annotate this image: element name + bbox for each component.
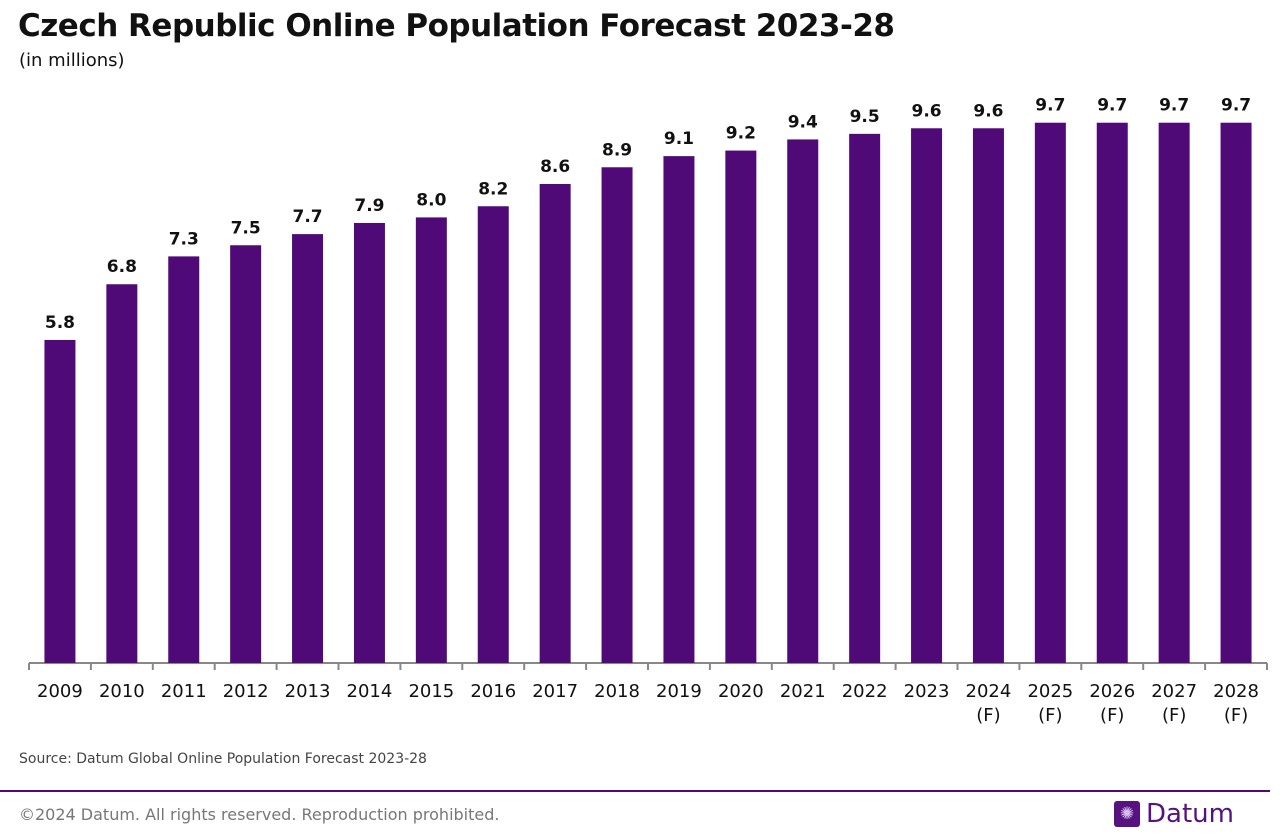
copyright: ©2024 Datum. All rights reserved. Reprod… <box>19 805 500 824</box>
bar <box>849 133 881 664</box>
bar <box>539 183 571 664</box>
bar <box>168 256 200 663</box>
x-tick-label: 2009 <box>37 681 83 702</box>
bar <box>972 128 1004 663</box>
data-label: 9.7 <box>1035 96 1065 116</box>
bar <box>1096 122 1128 663</box>
globe-icon: ✺ <box>1114 801 1140 827</box>
x-tick-label: 2028 (F) <box>1213 681 1259 726</box>
logo-text: Datum <box>1146 799 1234 829</box>
bar-chart: 5.8 2009 6.8 2010 7.3 2011 7.5 2012 7.7 2013 7.9 20… <box>28 96 1268 726</box>
data-label: 8.6 <box>540 157 570 177</box>
x-tick-label: 2022 <box>842 681 888 702</box>
x-tick-label: 2025 (F) <box>1027 681 1073 726</box>
bar <box>292 234 324 664</box>
x-tick-label: 2019 <box>656 681 702 702</box>
data-label: 9.1 <box>664 129 694 149</box>
x-tick-label: 2015 <box>408 681 454 702</box>
data-label: 8.9 <box>602 140 632 160</box>
x-tick-label: 2017 <box>532 681 578 702</box>
x-tick-label: 2014 <box>347 681 393 702</box>
data-label: 7.3 <box>169 229 199 249</box>
bar <box>787 139 819 664</box>
bar <box>415 217 447 663</box>
data-label: 9.6 <box>911 101 941 121</box>
bar <box>353 222 385 663</box>
data-label: 7.9 <box>354 196 384 216</box>
footer-divider <box>0 790 1270 792</box>
x-tick-label: 2024 (F) <box>966 681 1012 726</box>
x-tick-label: 2023 <box>904 681 950 702</box>
data-label: 9.6 <box>973 101 1003 121</box>
data-label: 8.0 <box>416 190 446 210</box>
bar <box>477 206 509 663</box>
data-label: 5.8 <box>45 313 75 333</box>
x-tick-label: 2010 <box>99 681 145 702</box>
chart-title: Czech Republic Online Population Forecas… <box>18 8 895 44</box>
x-tick-label: 2016 <box>470 681 516 702</box>
x-tick-label: 2013 <box>285 681 331 702</box>
chart-subtitle: (in millions) <box>19 50 125 71</box>
data-label: 6.8 <box>107 257 137 277</box>
data-label: 7.7 <box>292 207 322 227</box>
data-label: 9.5 <box>850 107 880 127</box>
bar <box>1158 122 1190 663</box>
bar <box>44 339 76 663</box>
x-tick-label: 2018 <box>594 681 640 702</box>
data-label: 9.7 <box>1221 96 1251 116</box>
data-label: 9.7 <box>1097 96 1127 116</box>
bar <box>106 284 138 663</box>
bar <box>1220 122 1252 663</box>
data-label: 8.2 <box>478 179 508 199</box>
bar <box>1034 122 1066 663</box>
x-tick-label: 2027 (F) <box>1151 681 1197 726</box>
data-label: 9.7 <box>1159 96 1189 116</box>
bar <box>911 128 943 663</box>
bar <box>663 156 695 663</box>
x-tick-label: 2020 <box>718 681 764 702</box>
datum-logo: ✺ Datum <box>1114 799 1234 829</box>
x-tick-label: 2021 <box>780 681 826 702</box>
source-note: Source: Datum Global Online Population F… <box>19 751 427 767</box>
bar <box>601 167 633 663</box>
x-tick-label: 2011 <box>161 681 207 702</box>
x-tick-label: 2026 (F) <box>1089 681 1135 726</box>
bar <box>725 150 757 663</box>
data-label: 9.2 <box>726 124 756 144</box>
bar <box>230 245 262 663</box>
data-label: 7.5 <box>231 218 261 238</box>
x-tick-label: 2012 <box>223 681 269 702</box>
data-label: 9.4 <box>788 112 818 132</box>
